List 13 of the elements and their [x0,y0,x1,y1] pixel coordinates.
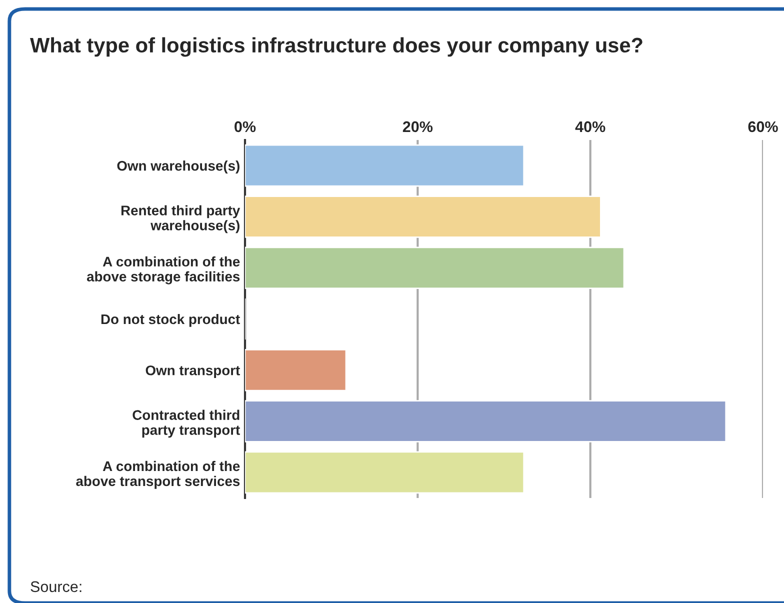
source-note: Source: [30,581,82,592]
x-tick-label: 0% [234,121,256,132]
y-tick-label: Contracted third party transport [132,410,240,438]
y-tick-label: A combination of the above storage facilities [86,256,240,284]
y-tick-label: Own transport [146,365,240,378]
x-tick-label: 60% [748,121,778,132]
y-tick-label: Rented third party warehouse(s) [121,205,240,234]
chart-title: What type of logistics infrastructure does your company use? [30,37,642,57]
x-tick-label: 40% [575,121,606,132]
y-tick-label: A combination of the above transport services [76,460,240,489]
y-tick-label: Own warehouse(s) [117,160,240,174]
x-tick-label: 20% [402,121,433,132]
y-tick-label: Do not stock product [101,314,240,327]
